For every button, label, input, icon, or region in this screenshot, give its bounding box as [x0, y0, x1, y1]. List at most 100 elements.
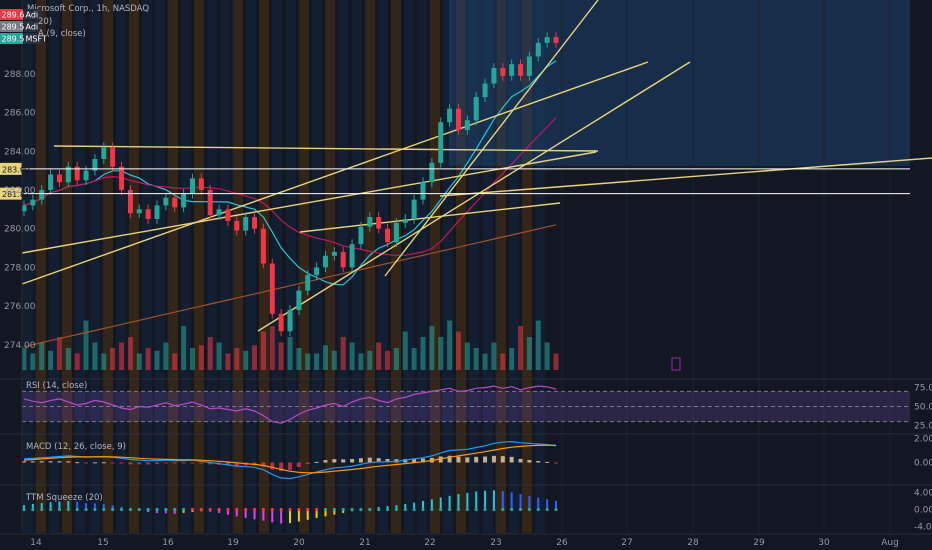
candle-body	[331, 251, 337, 256]
candle-body	[447, 108, 453, 123]
volume-bar	[358, 353, 364, 370]
volume-bar	[65, 348, 71, 370]
time-tick-label: 22	[424, 538, 435, 548]
session-band	[391, 0, 401, 533]
candle-body	[110, 147, 116, 167]
ttm-bar	[164, 509, 167, 514]
volume-bar	[349, 342, 355, 370]
volume-bar	[402, 331, 408, 370]
candle-body	[163, 197, 169, 206]
volume-bar	[482, 353, 488, 370]
session-band	[456, 0, 466, 533]
session-band	[155, 0, 165, 533]
ttm-bar	[448, 495, 451, 510]
macd-histogram-bar	[491, 455, 496, 463]
ttm-squeeze-dot	[527, 507, 532, 512]
macd-title: MACD (12, 26, close, 9)	[26, 442, 126, 452]
ttm-bar	[173, 509, 176, 514]
macd-histogram-bar	[536, 461, 541, 463]
macd-histogram-bar	[57, 461, 62, 463]
ttm-squeeze-dot	[261, 507, 265, 512]
macd-histogram-bar	[279, 462, 284, 472]
candle-body	[119, 166, 125, 190]
session-band	[522, 0, 532, 533]
trendline[interactable]	[53, 145, 599, 152]
ttm-squeeze-dot	[350, 507, 354, 512]
macd-histogram-bar	[296, 462, 301, 468]
volume-bar	[278, 342, 284, 370]
ttm-squeeze-dot	[146, 507, 150, 512]
macd-tick-label: 2.00	[914, 435, 932, 445]
ttm-bar	[555, 500, 557, 510]
event-marker[interactable]	[671, 357, 681, 371]
time-tick-label: 26	[556, 538, 568, 548]
candle-body	[136, 209, 142, 214]
ttm-bar	[67, 500, 70, 510]
ttm-squeeze-dot	[252, 507, 257, 512]
trendline[interactable]	[384, 0, 599, 277]
ttm-bar	[49, 502, 52, 510]
ma20-legend: 20)	[38, 17, 52, 27]
macd-histogram-bar	[66, 461, 71, 463]
ttm-squeeze-dot	[164, 507, 168, 512]
volume-bar	[234, 348, 240, 370]
macd-histogram-bar	[199, 462, 204, 464]
session-band	[90, 0, 100, 533]
candle-body	[438, 122, 444, 163]
candle-body	[376, 217, 382, 229]
candle-body	[30, 199, 36, 206]
volume-bar	[30, 353, 36, 370]
candle-body	[482, 83, 488, 98]
macd-histogram-bar	[554, 462, 558, 464]
header-price-tag	[0, 9, 23, 20]
time-tick-label: 30	[818, 538, 830, 548]
session-band	[49, 0, 59, 533]
ttm-squeeze-dot	[102, 507, 106, 512]
header-tag-suffix-bg	[24, 33, 42, 44]
session-band	[194, 0, 204, 533]
trendline[interactable]	[257, 61, 691, 332]
volume-bar	[385, 350, 391, 370]
ttm-squeeze-dot	[155, 507, 159, 512]
macd-histogram-bar	[483, 456, 488, 463]
candle-body	[553, 37, 559, 43]
macd-tick-label: 0.00	[914, 458, 932, 468]
chart-title: Microsoft Corp., 1h, NASDAQ	[27, 4, 149, 14]
macd-histogram-bar	[270, 462, 275, 470]
trendline[interactable]	[439, 157, 932, 197]
volume-bar	[553, 353, 559, 370]
rsi-tick-label: 75.00	[914, 384, 932, 394]
volume-bar	[287, 337, 293, 370]
trendline[interactable]	[21, 61, 649, 285]
trendline[interactable]	[299, 202, 561, 233]
macd-histogram-bar	[30, 461, 35, 463]
candle-body	[56, 174, 62, 183]
ttm-bar	[484, 490, 487, 510]
macd-histogram-bar	[509, 456, 514, 463]
volume-bar	[491, 342, 497, 370]
volume-bar	[447, 320, 453, 370]
candle-body	[402, 218, 408, 223]
ttm-bar	[510, 492, 513, 510]
candle-body	[39, 189, 45, 200]
volume-bar	[92, 342, 98, 370]
ttm-squeeze-dot	[315, 507, 319, 512]
macd-histogram-bar	[261, 462, 266, 467]
macd-histogram-bar	[518, 458, 523, 463]
ttm-tick-label: -4.00	[914, 523, 932, 533]
candle-body	[198, 178, 204, 190]
volume-bar	[252, 345, 258, 370]
ttm-bar	[76, 501, 79, 510]
session-band	[220, 0, 230, 533]
ttm-squeeze-dot	[554, 507, 558, 512]
macd-histogram-bar	[447, 455, 452, 463]
macd-histogram-bar	[101, 462, 106, 464]
ttm-squeeze-dot	[31, 507, 35, 512]
ttm-squeeze-dot	[403, 507, 407, 512]
volume-bar	[119, 342, 125, 370]
macd-histogram-bar	[181, 462, 186, 464]
volume-bar	[101, 353, 107, 370]
volume-bar	[296, 348, 302, 370]
ttm-bar	[289, 509, 291, 524]
ttm-squeeze-dot	[137, 507, 141, 512]
